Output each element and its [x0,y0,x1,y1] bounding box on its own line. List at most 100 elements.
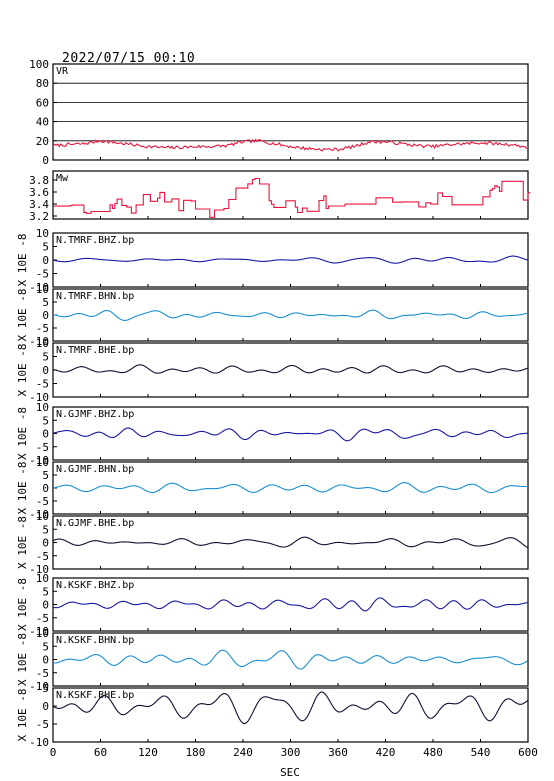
channel-label: N.KSKF.BHE.bp [56,690,134,701]
channel-label: VR [56,66,69,77]
x-tick-label: 480 [423,746,443,759]
y-tick-label: 5 [42,585,49,598]
y-tick-label: 10 [36,510,49,523]
y-tick-label: 0 [42,482,49,495]
trace-line [52,536,529,549]
y-tick-label: 3.6 [29,186,49,199]
x-tick-label: 120 [138,746,158,759]
y-tick-label: 0 [42,254,49,267]
trace-line [52,597,528,612]
y-tick-label: 60 [36,96,49,109]
y-axis-label: X 10E -8 [16,578,29,631]
y-tick-label: -5 [36,612,49,625]
y-tick-label: -10 [29,335,49,348]
y-tick-label: 10 [36,401,49,414]
channel-label: Mw [56,173,69,184]
panel-vr: 0 20 40 60 80 100 VR [29,58,529,167]
y-tick-label: 10 [36,572,49,585]
y-tick-label: 5 [42,296,49,309]
y-tick-label: 10 [36,227,49,240]
channel-label: N.TMRF.BHZ.bp [56,235,134,246]
y-tick-label: -10 [29,680,49,693]
y-tick-label: 0 [42,654,49,667]
y-axis-label: X 10E -8 [16,234,29,287]
y-tick-label: 0 [42,537,49,550]
y-axis-label: X 10E -8 [16,633,29,686]
trace-line [52,138,529,152]
y-tick-label: -5 [36,378,49,391]
trace-line [52,691,529,724]
y-tick-label: -10 [29,454,49,467]
y-axis-label: X 10E -8 [16,689,29,742]
y-tick-label: 0 [42,428,49,441]
y-tick-label: -5 [36,550,49,563]
figure-title: 2022/07/15 00:10 [62,51,195,66]
y-axis-label: X 10E -8 [16,407,29,460]
x-tick-label: 240 [233,746,253,759]
y-tick-label: 5 [42,640,49,653]
y-tick-label: 0 [42,309,49,322]
trace-line [52,309,529,321]
trace-line [52,255,529,264]
y-tick-label: -5 [36,268,49,281]
y-tick-label: 5 [42,469,49,482]
trace-line [53,649,529,670]
y-tick-label: 40 [36,116,49,129]
trace-line [53,177,531,218]
y-axis-label: X 10E -8 [16,289,29,342]
y-tick-label: 0 [42,154,49,167]
channel-label: N.TMRF.BHN.bp [56,291,134,302]
y-tick-label: -10 [29,508,49,521]
channel-label: N.GJMF.BHN.bp [56,464,134,475]
panel-n-kskf-bhe-bp: -10 -5 0 5 N.KSKF.BHE.bp X 10E -8 [16,682,529,749]
y-tick-label: 10 [36,337,49,350]
panel-mw: 3.23.43.63.8 Mw [29,170,531,223]
y-tick-label: 10 [36,456,49,469]
channel-label: N.KSKF.BHZ.bp [56,580,134,591]
y-tick-label: 5 [42,414,49,427]
y-tick-label: 0 [42,599,49,612]
x-tick-label: 180 [186,746,206,759]
y-tick-label: 5 [42,682,49,695]
y-tick-label: -10 [29,391,49,404]
y-tick-label: 0 [42,700,49,713]
x-axis-label: SEC [280,766,300,779]
y-tick-label: -10 [29,625,49,638]
y-tick-label: -10 [29,563,49,576]
channel-label: N.GJMF.BHE.bp [56,518,134,529]
y-axis-label: X 10E -8 [16,462,29,515]
x-tick-label: 60 [94,746,107,759]
y-tick-label: 0 [42,364,49,377]
y-axis-label: X 10E -8 [16,516,29,569]
y-tick-label: 10 [36,627,49,640]
y-tick-label: 5 [42,523,49,536]
y-tick-label: 80 [36,77,49,90]
y-tick-label: -10 [29,736,49,749]
y-tick-label: -5 [36,322,49,335]
y-tick-label: -5 [36,441,49,454]
y-tick-label: -10 [29,281,49,294]
y-tick-label: 10 [36,283,49,296]
x-tick-label: 420 [376,746,396,759]
y-tick-label: 3.2 [29,210,49,223]
x-tick-label: 600 [518,746,538,759]
y-axis-label: X 10E -8 [16,344,29,397]
trace-line [52,482,528,494]
y-tick-label: -5 [36,495,49,508]
y-tick-label: 20 [36,135,49,148]
y-tick-label: 3.8 [29,174,49,187]
channel-label: N.GJMF.BHZ.bp [56,409,134,420]
y-tick-label: 3.4 [29,198,49,211]
channel-label: N.KSKF.BHN.bp [56,635,134,646]
y-tick-label: 5 [42,241,49,254]
